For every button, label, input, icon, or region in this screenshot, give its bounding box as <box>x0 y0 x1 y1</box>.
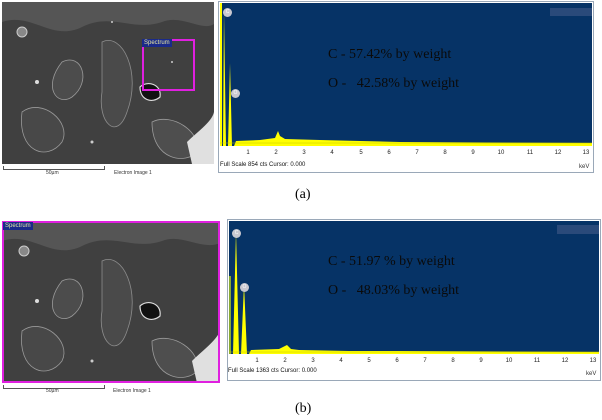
unit-label: keV <box>586 371 597 377</box>
scale-bar <box>3 385 105 389</box>
annotation-carbon: C - 51.97 % by weight <box>328 254 455 269</box>
sem-image-a: Spectrum <box>2 2 214 164</box>
spectrum-label: Spectrum <box>142 39 172 47</box>
caption-a: (a) <box>295 187 311 202</box>
annotation-carbon: C - 57.42% by weight <box>328 47 452 62</box>
sem-image-b: Spectrum <box>2 221 220 383</box>
full-scale-label: Full Scale 854 cts Cursor: 0.000 <box>220 162 306 168</box>
spectrum-trace <box>229 231 599 354</box>
x-axis-ticks: 1 2 3 4 5 6 7 8 9 10 11 12 13 <box>246 150 590 156</box>
peak-marker-o: O <box>231 89 240 98</box>
scale-bar <box>3 166 105 170</box>
scale-label: 50µm <box>46 388 59 394</box>
peak-marker-o: O <box>240 283 249 292</box>
spectrum-label: Spectrum <box>3 222 33 230</box>
sem-texture <box>2 2 214 164</box>
peak-marker-c: C <box>223 8 232 17</box>
eds-chart-b: C O C - 51.97 % by weight O - 48.03% by … <box>227 219 601 381</box>
sem-texture <box>2 221 220 383</box>
unit-label: keV <box>579 164 590 170</box>
legend-box <box>557 225 599 234</box>
annotation-oxygen: O - 48.03% by weight <box>328 283 460 298</box>
legend-box <box>550 8 592 16</box>
image-label: Electron Image 1 <box>114 170 152 176</box>
eds-plot-area: C O C - 57.42% by weight O - 42.58% by w… <box>220 3 592 146</box>
annotation-oxygen: O - 42.58% by weight <box>328 76 460 91</box>
x-axis-ticks: 1 2 3 4 5 6 7 8 9 10 11 12 13 <box>255 358 597 364</box>
eds-chart-a: C O C - 57.42% by weight O - 42.58% by w… <box>218 1 594 173</box>
scale-label: 50µm <box>46 170 59 176</box>
image-label: Electron Image 1 <box>113 388 151 394</box>
full-scale-label: Full Scale 1363 cts Cursor: 0.000 <box>228 368 317 374</box>
eds-plot-area: C O C - 51.97 % by weight O - 48.03% by … <box>229 221 599 354</box>
peak-marker-c: C <box>232 229 241 238</box>
spectrum-trace <box>220 3 592 146</box>
spectrum-region-box[interactable] <box>2 221 220 383</box>
caption-b: (b) <box>295 401 312 416</box>
